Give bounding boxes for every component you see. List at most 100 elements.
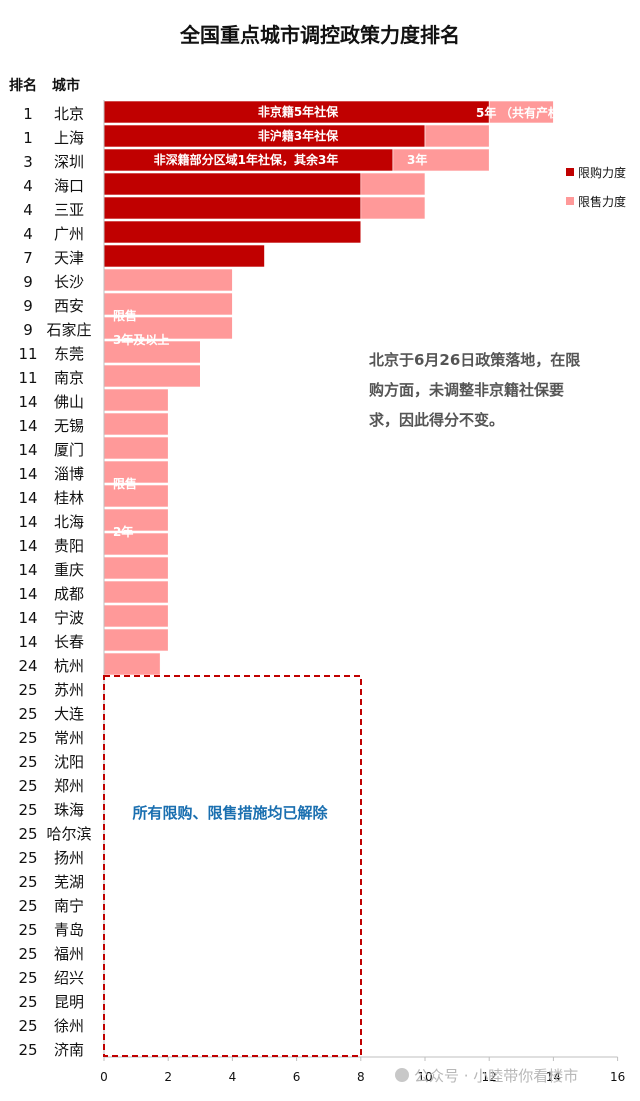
city-label: 淄博 (54, 465, 84, 483)
chart-bars (103, 100, 554, 676)
x-tick-label: 0 (100, 1070, 108, 1084)
annotation-line-3: 求，因此得分不变。 (369, 411, 504, 429)
bar-annotation-label: （共有产权房） (500, 105, 584, 120)
city-label: 南京 (54, 369, 84, 387)
rank-label: 25 (18, 729, 37, 747)
city-label: 深圳 (54, 153, 84, 171)
legend-swatch-sale (566, 197, 574, 205)
city-column-header: 城市 (52, 77, 80, 94)
bar-purchase-restriction (103, 244, 265, 268)
rank-label: 11 (18, 369, 37, 387)
bar-purchase-restriction (103, 220, 362, 244)
x-tick-label: 12 (482, 1070, 497, 1084)
rank-label: 25 (18, 753, 37, 771)
rank-column-header: 排名 (9, 77, 37, 94)
legend-label-purchase: 限购力度 (578, 165, 626, 180)
city-label: 南宁 (54, 897, 84, 915)
bar-annotation-label: 限售 (113, 308, 137, 323)
city-label: 绍兴 (54, 969, 84, 987)
x-tick-label: 2 (164, 1070, 172, 1084)
city-label: 杭州 (54, 657, 84, 675)
bar-sale-restriction (360, 196, 426, 220)
rank-label: 1 (23, 129, 33, 147)
bar-sale-restriction (103, 580, 169, 604)
rank-label: 25 (18, 705, 37, 723)
city-label: 桂林 (54, 489, 84, 507)
rank-label: 14 (18, 489, 37, 507)
wechat-icon (395, 1068, 409, 1082)
rank-label: 9 (23, 321, 33, 339)
bar-annotation-label: 限售 (113, 476, 137, 491)
rank-label: 25 (18, 825, 37, 843)
city-label: 宁波 (54, 609, 84, 627)
rank-label: 25 (18, 969, 37, 987)
city-label: 海口 (54, 177, 84, 195)
rank-label: 14 (18, 417, 37, 435)
city-label: 苏州 (54, 681, 84, 699)
bar-sale-restriction (360, 172, 426, 196)
annotation-line-1: 北京于6月26日政策落地，在限 (369, 351, 580, 369)
city-label: 大连 (54, 705, 84, 723)
city-label: 佛山 (54, 393, 84, 411)
rank-label: 14 (18, 513, 37, 531)
annotation-line-2: 购方面，未调整非京籍社保要 (369, 381, 564, 399)
bar-annotation-label: 非深籍部分区域1年社保，其余3年 (154, 152, 339, 167)
city-label: 东莞 (54, 345, 84, 363)
rank-label: 25 (18, 777, 37, 795)
rank-label: 25 (18, 681, 37, 699)
rank-label: 4 (23, 225, 33, 243)
bar-sale-restriction (103, 364, 201, 388)
x-tick-label: 6 (293, 1070, 301, 1084)
rank-label: 14 (18, 585, 37, 603)
rank-label: 14 (18, 441, 37, 459)
city-label: 北京 (54, 105, 84, 123)
rank-label: 25 (18, 945, 37, 963)
bar-sale-restriction (103, 556, 169, 580)
x-tick-label: 14 (546, 1070, 561, 1084)
city-label: 重庆 (54, 561, 84, 579)
city-label: 芜湖 (54, 873, 84, 891)
rank-label: 11 (18, 345, 37, 363)
rank-label: 4 (23, 201, 33, 219)
city-label: 长春 (54, 633, 84, 651)
lifted-cities-box (103, 675, 362, 1057)
city-label: 无锡 (54, 417, 84, 435)
legend-swatch-purchase (566, 168, 574, 176)
city-label: 厦门 (54, 441, 84, 459)
rank-label: 7 (23, 249, 33, 267)
rank-label: 14 (18, 609, 37, 627)
rank-label: 14 (18, 561, 37, 579)
city-label: 常州 (54, 729, 84, 747)
city-label: 三亚 (54, 201, 84, 219)
rank-label: 1 (23, 105, 33, 123)
rank-label: 14 (18, 465, 37, 483)
city-label: 石家庄 (46, 321, 91, 339)
city-label: 昆明 (54, 993, 84, 1011)
annotation: 北京于6月26日政策落地，在限 购方面，未调整非京籍社保要 求，因此得分不变。 (369, 351, 580, 429)
city-label: 郑州 (54, 777, 84, 795)
bar-sale-restriction (392, 148, 490, 172)
rank-label: 9 (23, 273, 33, 291)
city-label: 济南 (54, 1041, 84, 1059)
bar-annotation-label: 3年 (407, 152, 427, 167)
rank-label: 25 (18, 849, 37, 867)
city-label: 长沙 (54, 273, 84, 291)
bar-purchase-restriction (103, 196, 362, 220)
x-tick-label: 16 (610, 1070, 625, 1084)
rank-label: 25 (18, 897, 37, 915)
bar-sale-restriction (103, 652, 161, 676)
rank-label: 9 (23, 297, 33, 315)
bar-sale-restriction (103, 604, 169, 628)
city-label: 天津 (54, 249, 84, 267)
watermark-text: 公众号 · 小睦带你看楼市 (414, 1067, 578, 1085)
city-label: 贵阳 (54, 537, 84, 555)
city-label: 沈阳 (54, 753, 84, 771)
rank-label: 3 (23, 153, 33, 171)
bar-annotation-label: 3年及以上 (113, 332, 169, 347)
bar-sale-restriction (103, 412, 169, 436)
rank-label: 25 (18, 1017, 37, 1035)
bar-sale-restriction (424, 124, 490, 148)
city-label: 成都 (54, 585, 84, 603)
